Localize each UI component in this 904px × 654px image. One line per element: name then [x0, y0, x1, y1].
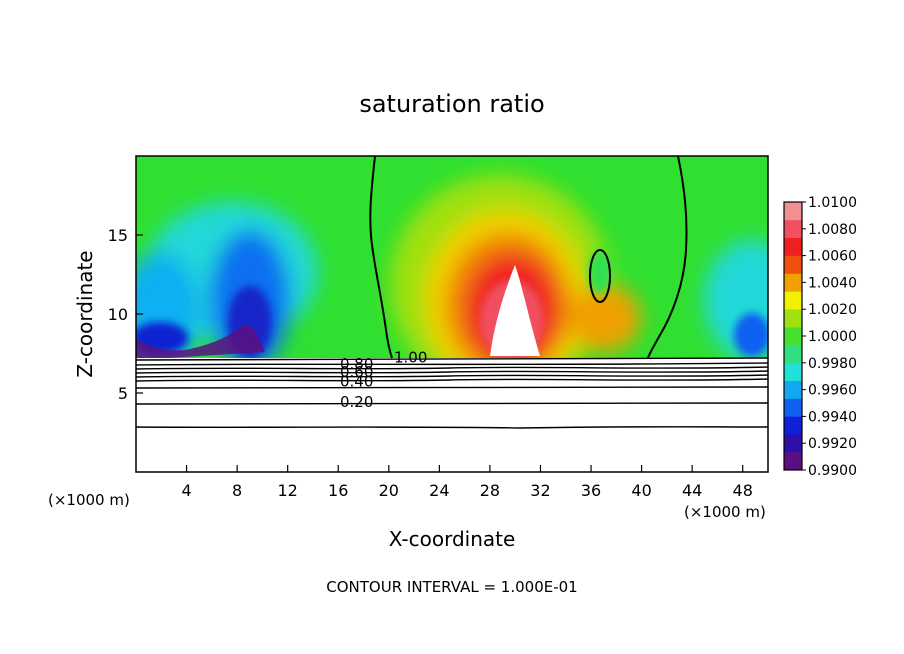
x-unit-right: (×1000 m) — [684, 503, 766, 521]
colorbar-swatch — [784, 237, 802, 256]
y-axis-label: Z-coordinate — [73, 250, 97, 377]
x-tick-label: 48 — [733, 481, 753, 500]
contour-label: 1.00 — [394, 349, 427, 367]
colorbar-swatch — [784, 416, 802, 435]
contour-interval-footer: CONTOUR INTERVAL = 1.000E-01 — [326, 578, 577, 596]
x-tick-label: 24 — [429, 481, 449, 500]
colorbar-swatch — [784, 255, 802, 274]
colorbar-swatch — [784, 291, 802, 310]
colorbar-swatch — [784, 380, 802, 399]
x-tick-label: 16 — [328, 481, 348, 500]
colorbar-swatch — [784, 309, 802, 328]
colorbar-swatch — [784, 398, 802, 417]
colorbar-swatch — [784, 434, 802, 453]
contour-label: 0.60 — [340, 363, 373, 381]
x-tick-label: 4 — [181, 481, 191, 500]
chart-title: saturation ratio — [359, 90, 544, 118]
x-tick-label: 32 — [530, 481, 550, 500]
colorbar-label: 0.9980 — [808, 356, 857, 372]
colorbar-label: 1.0000 — [808, 329, 857, 345]
colorbar-label: 1.0080 — [808, 222, 857, 238]
x-tick-label: 8 — [232, 481, 242, 500]
x-unit-left: (×1000 m) — [48, 491, 130, 509]
y-tick-label: 5 — [118, 384, 128, 403]
contour-label: 0.20 — [340, 393, 373, 411]
colorbar-swatch — [784, 452, 802, 471]
x-axis-ticks: 4 8 12 16 20 24 28 32 36 40 44 48 — [181, 465, 753, 500]
y-tick-label: 15 — [108, 226, 128, 245]
colorbar-label: 1.0100 — [808, 195, 857, 211]
colorbar-swatch — [784, 327, 802, 346]
colorbar: 0.9900 0.9920 0.9940 0.9960 0.9980 1.0000 1.00… — [783, 195, 857, 479]
colorbar-swatch — [784, 344, 802, 364]
x-tick-label: 36 — [581, 481, 601, 500]
x-tick-label: 28 — [480, 481, 500, 500]
contour-label: 0.40 — [340, 372, 373, 390]
x-axis-label: X-coordinate — [389, 527, 516, 551]
colorbar-label: 1.0040 — [808, 275, 857, 291]
colorbar-swatch — [784, 273, 802, 292]
plot-area — [136, 156, 768, 472]
colorbar-swatch — [784, 362, 802, 381]
colorbar-label: 0.9920 — [808, 436, 857, 452]
y-axis-ticks: 5 10 15 — [108, 226, 143, 403]
colorbar-label: 0.9940 — [808, 409, 857, 425]
colorbar-swatch — [784, 202, 802, 221]
contour-lines — [136, 156, 768, 429]
y-tick-label: 10 — [108, 305, 128, 324]
saturation-field — [136, 175, 768, 472]
colorbar-swatch — [784, 219, 802, 239]
colorbar-label: 0.9960 — [808, 383, 857, 399]
x-tick-label: 20 — [379, 481, 399, 500]
contour-labels: 0.20 0.400.600.80 1.00 — [340, 349, 427, 411]
contour-label: 0.80 — [340, 355, 373, 373]
x-tick-label: 12 — [278, 481, 298, 500]
colorbar-label: 1.0020 — [808, 302, 857, 318]
colorbar-label: 1.0060 — [808, 249, 857, 265]
x-tick-label: 40 — [631, 481, 651, 500]
colorbar-label: 0.9900 — [808, 463, 857, 479]
x-tick-label: 44 — [682, 481, 702, 500]
